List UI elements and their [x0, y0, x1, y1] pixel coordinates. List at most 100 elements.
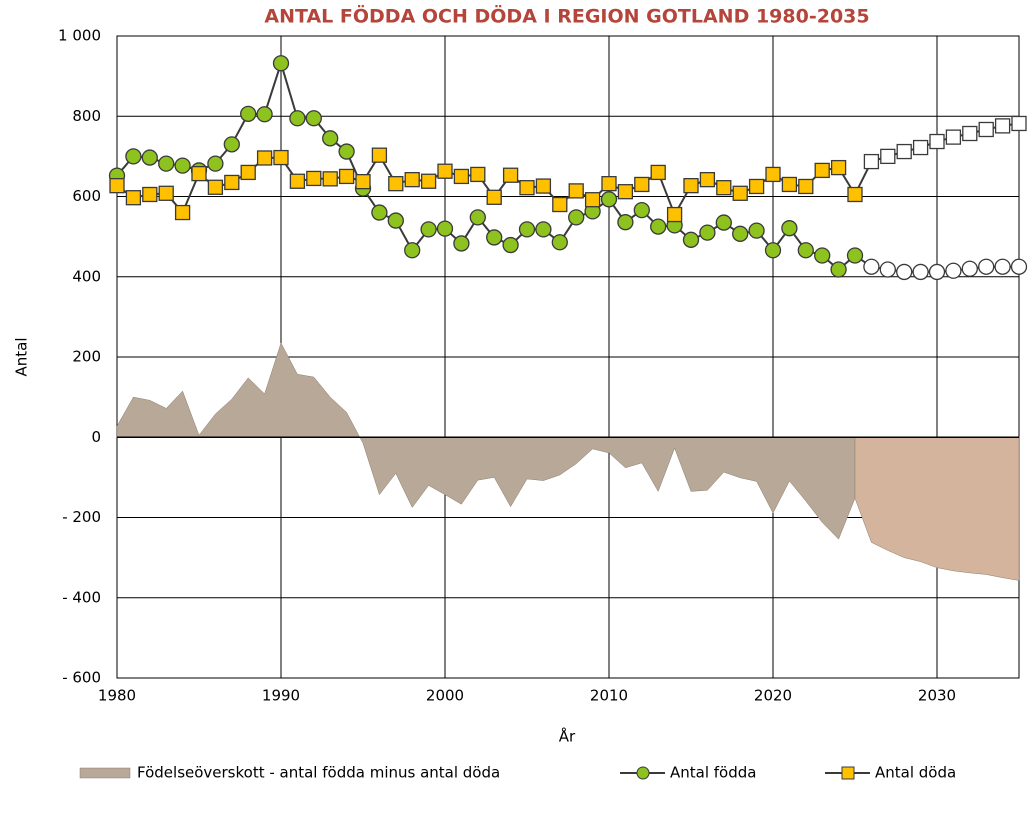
x-axis-label: År — [559, 727, 576, 746]
marker — [240, 105, 257, 122]
marker — [109, 178, 125, 194]
marker — [207, 155, 224, 172]
marker — [617, 214, 634, 231]
marker — [125, 148, 142, 165]
x-tick-label: 1990 — [262, 687, 300, 705]
marker — [945, 129, 962, 145]
marker — [715, 214, 732, 231]
marker — [388, 176, 404, 192]
marker — [716, 180, 732, 196]
x-tick-label: 2000 — [426, 687, 464, 705]
marker — [289, 173, 306, 189]
marker — [158, 185, 174, 201]
marker — [748, 178, 765, 195]
plot-border — [116, 35, 1020, 679]
marker — [371, 147, 388, 163]
marker — [387, 212, 404, 229]
marker — [174, 204, 191, 221]
marker — [978, 258, 995, 275]
marker — [306, 170, 322, 187]
marker — [912, 139, 929, 156]
marker — [781, 176, 798, 193]
marker — [371, 204, 388, 221]
marker — [420, 221, 437, 238]
marker — [158, 155, 175, 172]
marker — [699, 171, 716, 188]
marker — [994, 258, 1011, 275]
marker — [896, 263, 913, 281]
marker — [437, 163, 453, 179]
marker — [928, 263, 946, 281]
x-tick-label: 1980 — [98, 687, 136, 705]
marker — [797, 242, 814, 259]
y-tick-label: 600 — [72, 187, 101, 205]
marker — [223, 136, 240, 153]
marker — [486, 189, 502, 205]
marker — [502, 236, 519, 254]
legend-label: Antal döda — [875, 764, 956, 782]
marker — [191, 165, 207, 182]
marker — [125, 190, 142, 206]
marker — [764, 242, 782, 259]
marker — [404, 171, 420, 188]
marker — [305, 110, 322, 127]
marker — [765, 166, 781, 183]
marker — [142, 186, 158, 203]
marker — [289, 110, 306, 127]
marker — [256, 106, 273, 123]
legend-swatch — [79, 767, 131, 779]
marker — [1011, 115, 1027, 132]
area — [116, 342, 856, 540]
marker — [748, 222, 765, 239]
marker — [896, 143, 912, 160]
marker — [682, 231, 700, 248]
marker — [814, 162, 830, 179]
marker — [518, 221, 536, 238]
marker — [666, 206, 683, 223]
marker — [469, 209, 486, 226]
y-tick-label: 0 — [91, 428, 101, 446]
marker — [601, 176, 617, 192]
marker — [535, 221, 552, 238]
marker — [224, 174, 240, 191]
y-tick-label: - 200 — [62, 508, 101, 526]
marker — [338, 168, 355, 185]
marker — [322, 171, 338, 187]
marker — [502, 167, 519, 183]
marker — [355, 174, 371, 190]
marker — [633, 201, 650, 219]
x-tick-label: 2020 — [754, 687, 792, 705]
marker — [863, 153, 880, 170]
marker — [600, 191, 618, 208]
marker — [568, 209, 585, 226]
marker — [207, 179, 224, 195]
marker — [863, 258, 880, 275]
marker — [272, 55, 290, 72]
legend-label: Antal födda — [670, 764, 756, 782]
grid — [116, 35, 1019, 679]
marker — [650, 218, 667, 235]
marker — [961, 260, 978, 277]
forecast-area — [854, 437, 1020, 581]
marker — [781, 220, 798, 237]
marker — [732, 185, 748, 201]
marker — [847, 186, 863, 203]
y-tick-label: 800 — [72, 107, 101, 125]
legend-label: Födelseöverskott - antal födda minus ant… — [137, 764, 500, 782]
marker — [322, 130, 339, 147]
legend-marker — [636, 766, 650, 780]
marker — [962, 125, 978, 142]
marker — [552, 196, 568, 213]
marker — [978, 121, 994, 138]
marker — [240, 164, 256, 181]
marker — [650, 164, 666, 181]
marker — [486, 229, 503, 246]
marker — [912, 263, 929, 281]
marker — [568, 183, 584, 199]
marker — [404, 242, 421, 259]
marker — [994, 118, 1011, 134]
marker — [273, 149, 289, 166]
x-tick-label: 2010 — [590, 687, 628, 705]
marker — [174, 157, 191, 174]
